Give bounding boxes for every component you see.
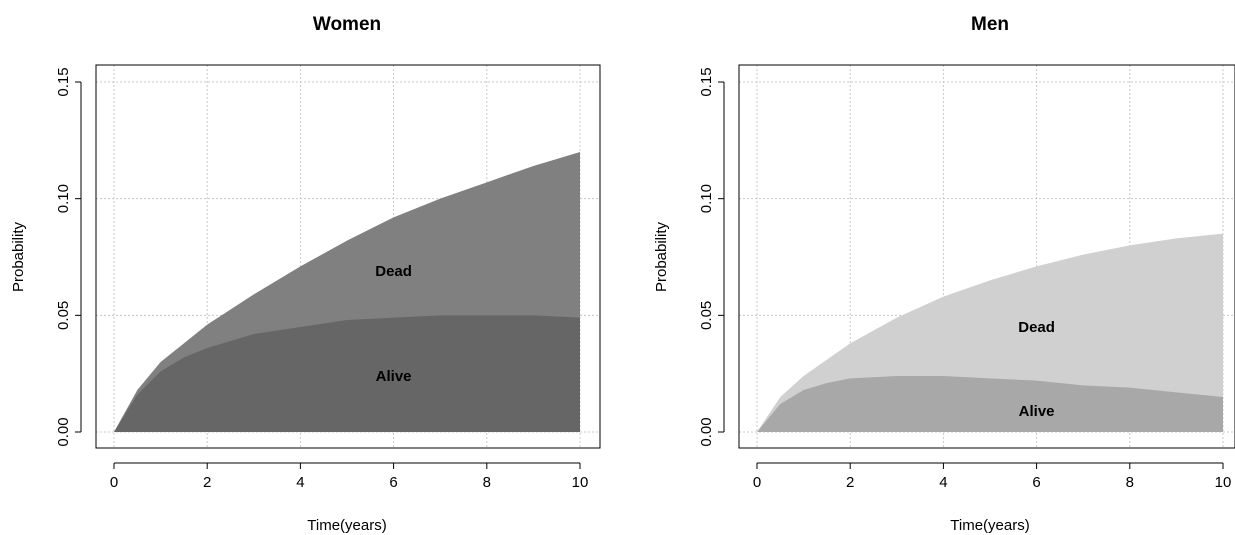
x-axis: 0 2 4 6 8 10 bbox=[110, 462, 589, 491]
y-tick-label: 0.05 bbox=[698, 301, 715, 330]
area-labels: Alive Dead bbox=[375, 263, 412, 385]
x-tick-label: 8 bbox=[483, 474, 491, 491]
y-tick-label: 0.00 bbox=[55, 417, 72, 446]
y-axis-label: Probability bbox=[653, 221, 670, 292]
panel-title: Men bbox=[971, 14, 1009, 35]
y-axis: 0.00 0.05 0.10 0.15 bbox=[55, 67, 82, 447]
y-tick-label: 0.15 bbox=[55, 67, 72, 96]
x-tick-label: 2 bbox=[203, 474, 211, 491]
men-panel: Men Alive Dead 0 2 4 6 8 10 0.00 0.05 0.10 0.15 T… bbox=[653, 14, 1235, 534]
x-axis-label: Time(years) bbox=[950, 517, 1029, 534]
plot-frame bbox=[738, 64, 1235, 449]
x-tick-label: 10 bbox=[1215, 474, 1232, 491]
areas bbox=[757, 233, 1223, 432]
x-tick-label: 0 bbox=[753, 474, 761, 491]
x-tick-label: 10 bbox=[572, 474, 589, 491]
x-tick-label: 4 bbox=[296, 474, 304, 491]
x-tick-label: 0 bbox=[110, 474, 118, 491]
y-tick-label: 0.10 bbox=[55, 184, 72, 213]
area-label-dead: Dead bbox=[375, 263, 412, 280]
area-alive bbox=[757, 376, 1223, 432]
y-tick-label: 0.00 bbox=[698, 417, 715, 446]
y-axis: 0.00 0.05 0.10 0.15 bbox=[698, 67, 725, 447]
x-tick-label: 2 bbox=[846, 474, 854, 491]
x-axis-label: Time(years) bbox=[307, 517, 386, 534]
x-tick-label: 8 bbox=[1126, 474, 1134, 491]
y-axis-label: Probability bbox=[10, 221, 27, 292]
area-labels: Alive Dead bbox=[1018, 319, 1055, 420]
x-axis: 0 2 4 6 8 10 bbox=[753, 462, 1232, 491]
area-label-dead: Dead bbox=[1018, 319, 1055, 336]
areas bbox=[114, 152, 580, 432]
x-tick-label: 6 bbox=[389, 474, 397, 491]
y-tick-label: 0.05 bbox=[55, 301, 72, 330]
plot-frame bbox=[95, 64, 601, 449]
y-tick-label: 0.15 bbox=[698, 67, 715, 96]
x-tick-label: 6 bbox=[1032, 474, 1040, 491]
y-tick-label: 0.10 bbox=[698, 184, 715, 213]
area-label-alive: Alive bbox=[376, 368, 412, 385]
women-panel: Women Alive Dead 0 2 4 6 8 10 0.00 0.05 0.10 0.15… bbox=[10, 14, 601, 534]
panel-title: Women bbox=[313, 14, 381, 35]
area-label-alive: Alive bbox=[1019, 403, 1055, 420]
area-alive bbox=[114, 315, 580, 432]
x-tick-label: 4 bbox=[939, 474, 947, 491]
